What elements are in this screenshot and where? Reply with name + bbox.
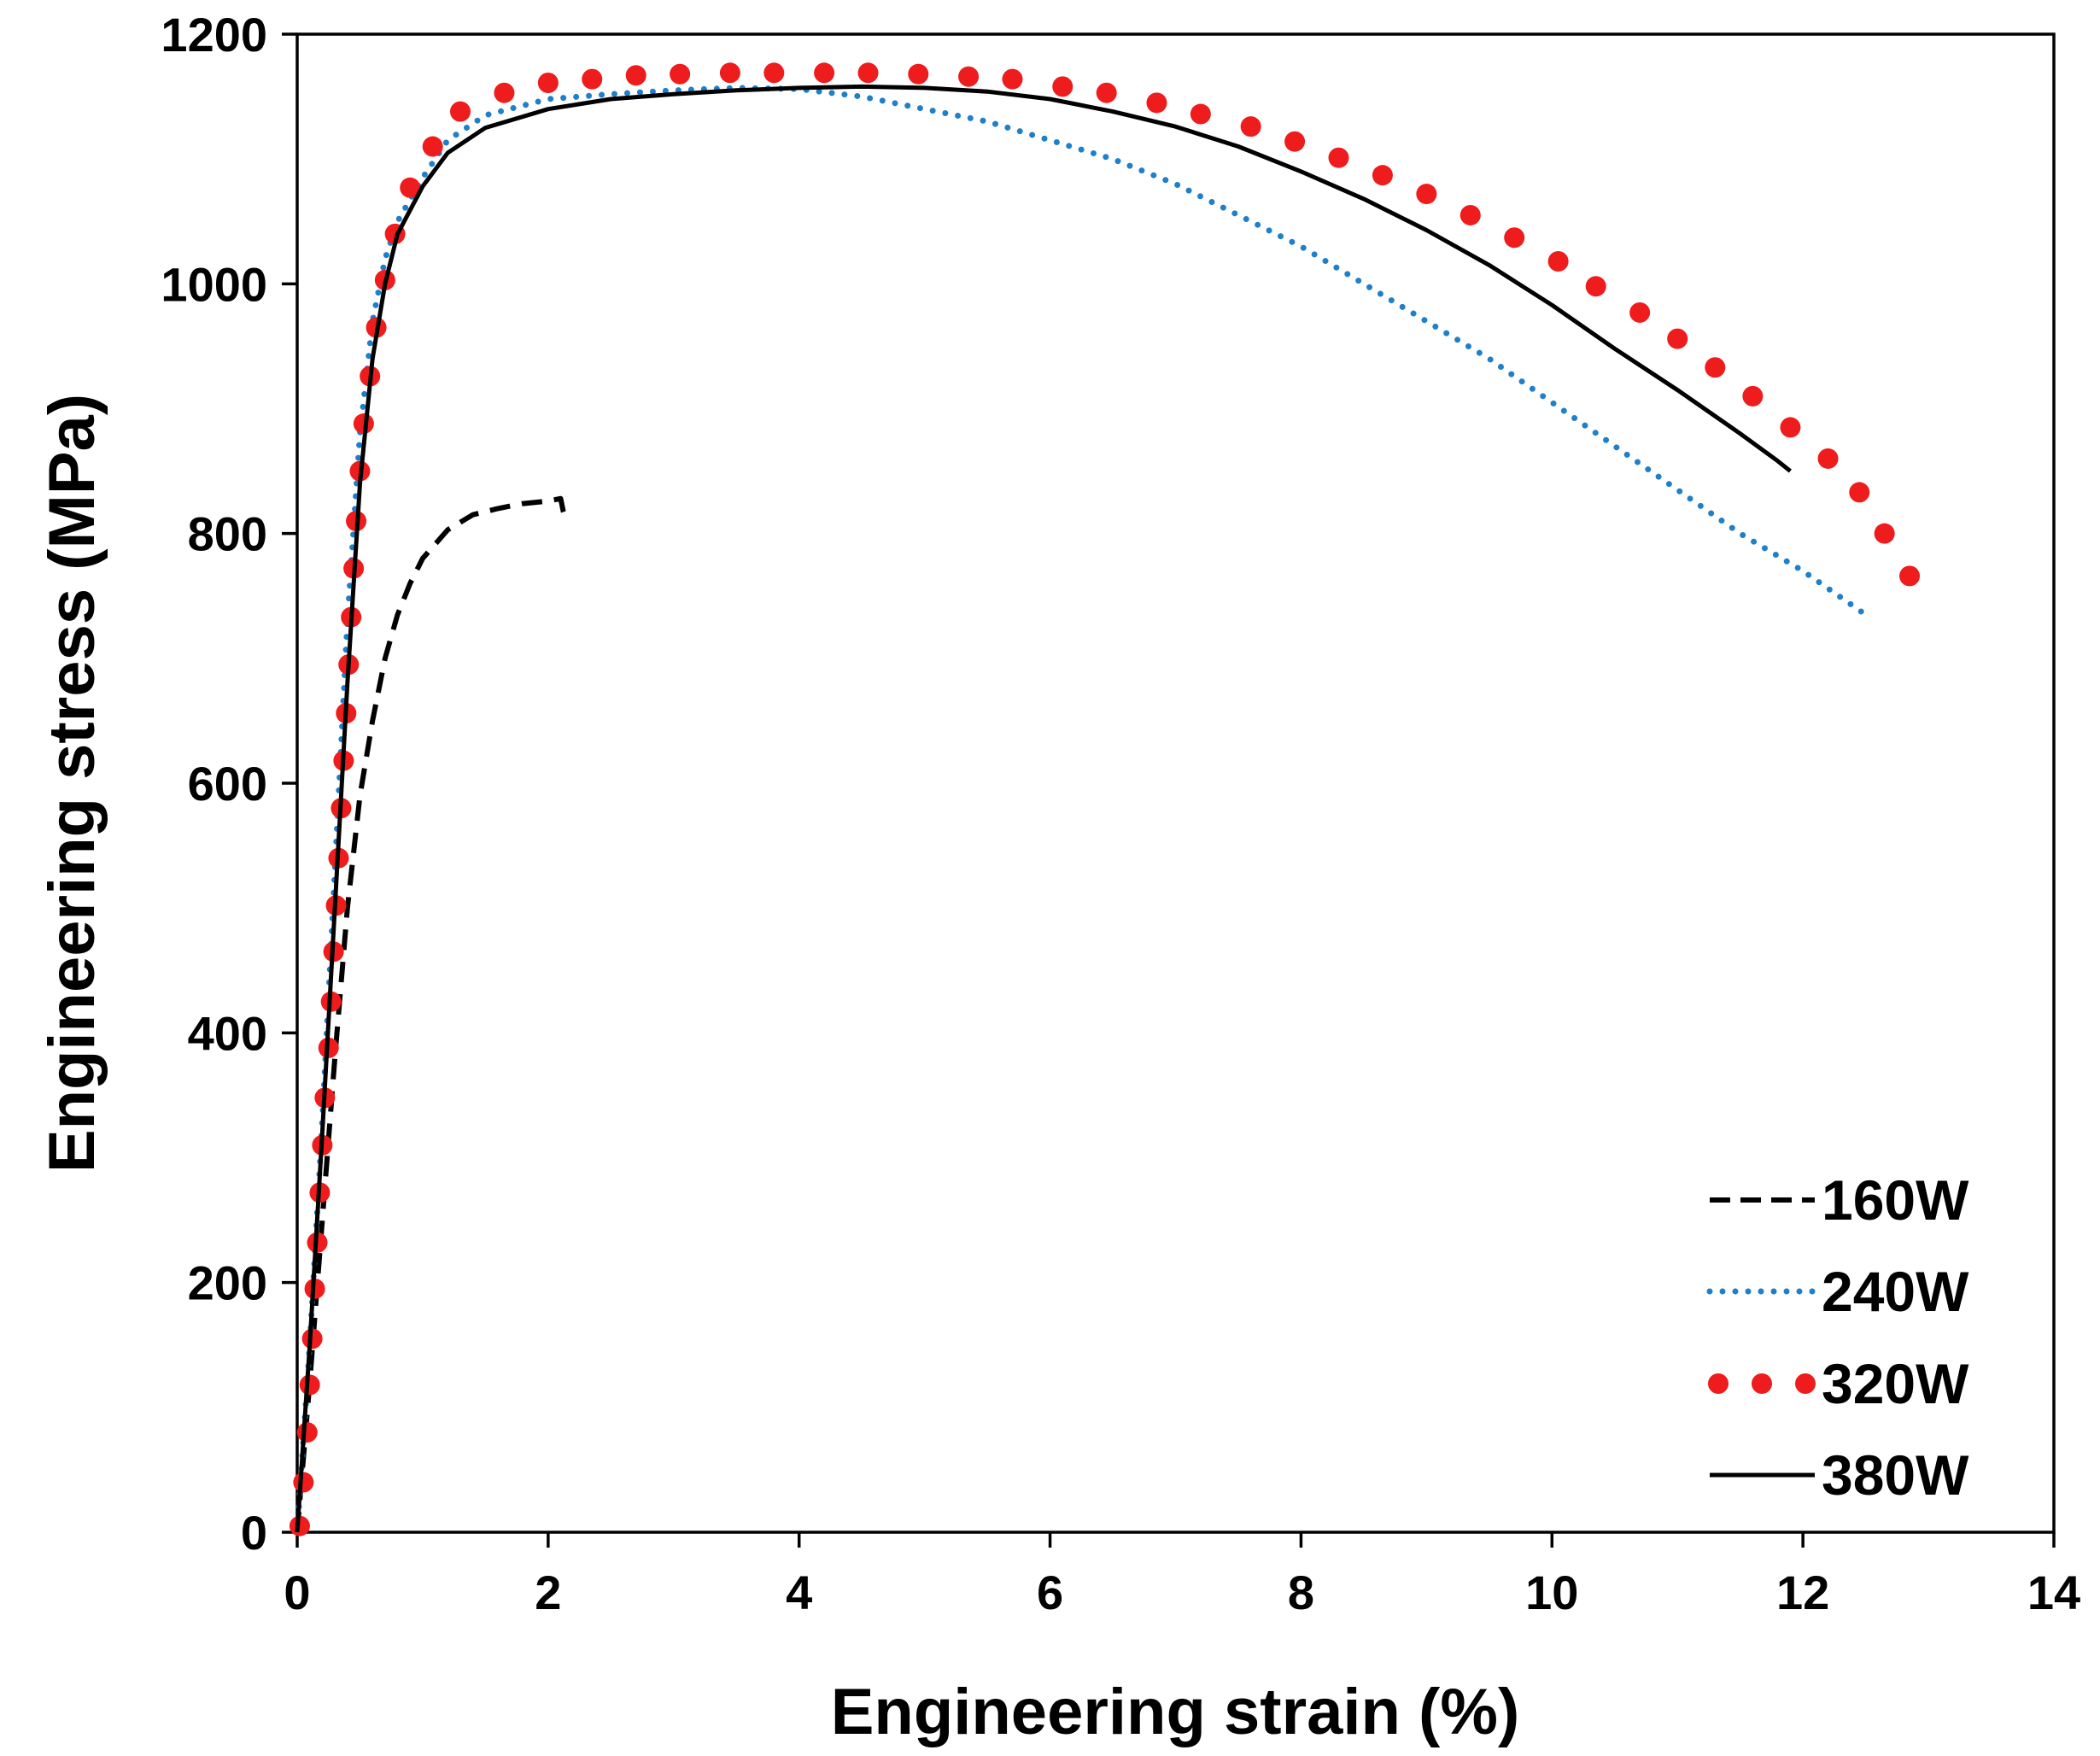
data-point-320w [582, 68, 603, 90]
data-point-320w [296, 1422, 318, 1443]
y-tick-label: 0 [241, 1506, 267, 1560]
data-point-320w [1096, 82, 1117, 103]
data-point-320w [1146, 92, 1167, 114]
data-point-320w [1667, 328, 1688, 349]
y-tick-label: 600 [188, 757, 267, 811]
data-point-320w [857, 62, 879, 84]
data-point-320w [1052, 76, 1073, 97]
legend: 160W 240W 320W 380W [1706, 1168, 1969, 1507]
x-tick-label: 0 [284, 1566, 310, 1619]
data-point-320w [353, 413, 374, 435]
data-point-320w [1874, 523, 1895, 544]
data-point-320w [1817, 448, 1839, 469]
series-line-240w [294, 85, 1869, 1536]
data-point-320w [958, 66, 980, 87]
y-tick-label: 1200 [161, 8, 267, 61]
data-point-320w [1705, 357, 1726, 378]
y-tick-label: 800 [188, 507, 267, 561]
data-point-320w [450, 101, 471, 122]
data-point-320w [763, 62, 785, 84]
data-point-320w [1547, 251, 1569, 272]
x-tick-label: 8 [1288, 1566, 1314, 1619]
data-point-320w [1416, 184, 1437, 205]
legend-label-160w: 160W [1822, 1168, 1969, 1232]
y-tick-label: 400 [188, 1006, 267, 1060]
data-point-320w [1372, 165, 1393, 186]
series-line-160w [295, 495, 569, 1533]
legend-label-240w: 240W [1822, 1260, 1969, 1323]
y-tick-label: 1000 [161, 257, 267, 311]
data-point-320w [1240, 116, 1261, 138]
series-group [289, 62, 1921, 1536]
x-tick-label: 6 [1037, 1566, 1063, 1619]
x-tick-label: 10 [1525, 1566, 1578, 1619]
data-point-320w [1629, 301, 1651, 323]
legend-label-320w: 320W [1822, 1352, 1969, 1415]
y-axis-title: Engineering stress (MPa) [36, 394, 108, 1173]
y-tick-label: 200 [188, 1256, 267, 1310]
data-point-320w [908, 63, 929, 85]
data-point-320w [1899, 565, 1921, 587]
y-axis-ticks: 0 200 400 600 800 1000 1200 [161, 8, 297, 1560]
legend-swatch-320w [1708, 1373, 1729, 1394]
data-point-320w [670, 63, 691, 85]
data-point-320w [293, 1472, 314, 1493]
data-point-320w [1459, 204, 1481, 225]
data-point-320w [1742, 385, 1764, 407]
data-point-320w [400, 177, 421, 198]
data-point-320w [814, 62, 835, 84]
data-point-320w [1849, 482, 1870, 503]
data-point-320w [1585, 276, 1606, 297]
data-point-320w [1002, 68, 1023, 90]
data-point-320w [494, 82, 515, 103]
data-point-320w [537, 73, 559, 94]
legend-swatch-320w [1795, 1373, 1816, 1394]
x-axis-ticks: 0 2 4 6 8 10 12 14 [284, 1532, 2080, 1619]
data-point-320w [1328, 147, 1349, 168]
x-tick-label: 4 [786, 1566, 812, 1619]
x-axis-title: Engineering strain (%) [831, 1676, 1520, 1748]
data-point-320w [299, 1374, 320, 1396]
data-point-320w [1190, 103, 1211, 125]
data-point-320w [422, 136, 443, 157]
series-320w [289, 62, 1921, 1536]
data-point-320w [1284, 131, 1306, 152]
x-tick-label: 14 [2027, 1566, 2080, 1619]
data-point-320w [625, 65, 646, 86]
legend-swatch-320w [1752, 1373, 1772, 1394]
x-tick-label: 12 [1776, 1566, 1829, 1619]
data-point-320w [1780, 417, 1801, 438]
data-point-320w [719, 62, 740, 84]
data-point-320w [1504, 227, 1525, 249]
series-line-380w [295, 84, 1792, 1533]
x-tick-label: 2 [535, 1566, 561, 1619]
legend-label-380w: 380W [1822, 1443, 1969, 1507]
